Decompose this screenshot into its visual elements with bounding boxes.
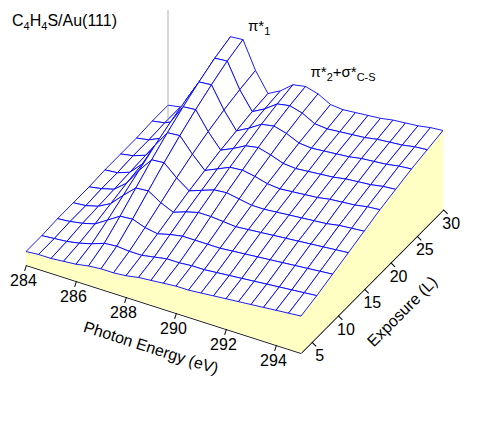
tick-mark [338,316,342,320]
chart-svg: 284 286 288 290 292 294 Photon Energy (eV) 5 10 1… [0,0,485,446]
y-axis: 5 10 15 20 25 30 Exposure (L) [301,204,485,389]
tick: 25 [405,230,442,267]
subscript: 1 [264,25,270,37]
tick: 20 [379,257,416,294]
surface-cell [383,166,411,189]
chart-title: C4H4S/Au(111) [12,12,117,32]
tick-mark [125,297,127,303]
tick: 286 [55,277,93,313]
surface-cell [289,293,317,316]
tick-label: 288 [110,304,137,321]
annotation: π*1 [248,17,270,37]
front-wall [26,252,301,353]
text-run: +σ* [333,63,357,80]
text-run: S/Au(111) [47,12,117,29]
tick-label: 15 [363,294,381,311]
tick: 290 [155,309,193,345]
text-run: C [12,12,24,29]
tick: 30 [432,204,469,241]
chart-container: 284 286 288 290 292 294 Photon Energy (eV) 5 10 1… [0,0,485,446]
tick-label: 290 [160,320,187,337]
text-run: π* [311,63,327,80]
z-axis-line [168,10,169,122]
tick: 292 [205,325,243,361]
y-axis-line [302,210,444,353]
tick: 15 [353,283,390,320]
right-wall [301,130,443,353]
surface-cell [320,250,348,274]
tick-label: 5 [315,347,324,364]
surface-cell [304,271,332,295]
tick-label: 10 [337,321,355,338]
plot-area [26,37,443,353]
tick-mark [175,313,177,319]
tick-mark [25,265,27,271]
text-run: π* [248,17,264,34]
y-axis-title: Exposure (L) [364,273,441,350]
x-axis: 284 286 288 290 292 294 Photon Energy (eV) [0,261,301,400]
annotation: π*2+σ*C-S [311,63,376,83]
tick-mark [312,342,316,346]
subscript: C-S [357,71,376,83]
tick-label: 294 [260,352,287,369]
surface-cell [415,128,443,150]
tick: 288 [105,293,143,329]
surface-cell [399,147,427,169]
tick-mark [275,345,277,351]
tick-label: 292 [210,336,237,353]
tick-label: 284 [10,272,37,289]
tick-mark [391,263,395,267]
tick-mark [75,281,77,287]
surface-cell [367,186,395,209]
tick: 5 [302,338,332,368]
tick-label: 30 [442,215,460,232]
surface-cell [352,207,380,231]
tick-label: 286 [60,288,87,305]
tick-mark [443,210,447,214]
tick: 10 [327,310,364,347]
surface-cell [336,228,364,252]
x-axis-title: Photon Energy (eV) [82,318,221,377]
text-run: H [30,12,42,29]
tick-mark [225,329,227,335]
tick-label: 20 [390,268,408,285]
tick-label: 25 [416,241,434,258]
tick: 284 [5,261,43,297]
tick-mark [417,236,421,240]
tick: 294 [255,341,293,377]
x-axis-line [26,266,301,354]
tick-mark [364,289,368,293]
